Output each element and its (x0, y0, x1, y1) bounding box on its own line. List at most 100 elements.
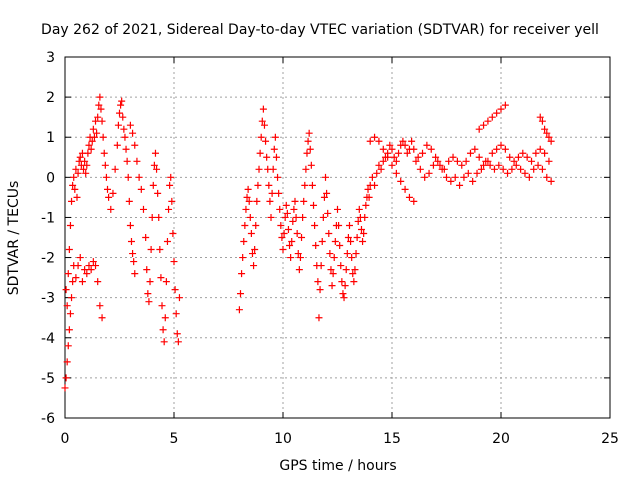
data-point (458, 161, 466, 169)
data-point (355, 205, 363, 213)
data-point (129, 129, 137, 137)
data-point (543, 173, 551, 181)
data-point (501, 145, 509, 153)
x-tick-label: 25 (601, 431, 619, 447)
data-point (324, 209, 332, 217)
data-point (162, 278, 170, 286)
data-point (307, 161, 315, 169)
data-point (289, 217, 297, 225)
data-point (85, 141, 93, 149)
data-point (328, 282, 336, 290)
data-point (74, 169, 82, 177)
data-point (149, 181, 157, 189)
data-point (352, 250, 360, 258)
data-point (97, 105, 105, 113)
data-point (98, 314, 106, 322)
data-point (101, 161, 109, 169)
data-point (397, 177, 405, 185)
data-point (341, 282, 349, 290)
data-point (360, 229, 368, 237)
data-point (388, 145, 396, 153)
data-point (153, 165, 161, 173)
data-point (168, 197, 176, 205)
data-point (326, 250, 334, 258)
data-point (293, 229, 301, 237)
data-point (541, 125, 549, 133)
data-point (319, 213, 327, 221)
data-point (72, 274, 80, 282)
data-point (292, 213, 300, 221)
data-point (280, 229, 288, 237)
data-point (347, 238, 355, 246)
data-point (135, 173, 143, 181)
data-point (525, 173, 533, 181)
data-point (519, 149, 527, 157)
data-point (345, 221, 353, 229)
data-point (159, 326, 167, 334)
y-tick-label: -1 (41, 210, 55, 226)
data-point (65, 326, 73, 334)
data-point (251, 246, 259, 254)
data-point (388, 161, 396, 169)
data-point (375, 137, 383, 145)
data-point (257, 133, 265, 141)
data-point (89, 258, 97, 266)
data-point (98, 117, 106, 125)
data-point (88, 137, 96, 145)
data-point (447, 177, 455, 185)
data-point (317, 262, 325, 270)
data-point (401, 185, 409, 193)
data-point (543, 129, 551, 137)
x-tick-label: 15 (383, 431, 401, 447)
data-point (284, 225, 292, 233)
data-point (87, 266, 95, 274)
data-point (493, 145, 501, 153)
data-point (419, 149, 427, 157)
data-point (143, 266, 151, 274)
data-point (460, 173, 468, 181)
data-point (506, 153, 514, 161)
data-point (169, 229, 177, 237)
data-point (76, 254, 84, 262)
data-point (315, 314, 323, 322)
data-point (497, 105, 505, 113)
data-point (443, 173, 450, 181)
data-point (456, 181, 464, 189)
data-point (166, 181, 174, 189)
data-point (127, 238, 135, 246)
y-tick-label: 0 (46, 170, 55, 186)
data-point (499, 165, 507, 173)
data-point (371, 133, 379, 141)
data-point (263, 153, 271, 161)
data-point (277, 221, 285, 229)
data-point (302, 165, 310, 173)
data-point (547, 177, 555, 185)
data-point (240, 238, 248, 246)
data-point (130, 258, 138, 266)
data-point (61, 384, 69, 392)
data-point (62, 374, 70, 382)
data-point (156, 246, 164, 254)
data-point (154, 189, 162, 197)
data-point (342, 266, 350, 274)
data-point (93, 129, 101, 137)
data-point (252, 221, 260, 229)
data-point (366, 137, 374, 145)
chart-title: Day 262 of 2021, Sidereal Day-to-day VTE… (41, 22, 599, 38)
data-point (359, 238, 367, 246)
data-point (244, 185, 252, 193)
data-point (308, 181, 316, 189)
data-point (63, 302, 71, 310)
data-point (239, 254, 247, 262)
data-point (255, 165, 263, 173)
data-point (475, 153, 483, 161)
data-point (276, 205, 284, 213)
data-point (354, 217, 362, 225)
data-point (351, 266, 359, 274)
data-point (69, 278, 77, 286)
data-point (173, 330, 181, 338)
data-point (362, 201, 370, 209)
data-point (336, 242, 344, 250)
data-point (501, 101, 509, 109)
data-point (453, 157, 461, 165)
